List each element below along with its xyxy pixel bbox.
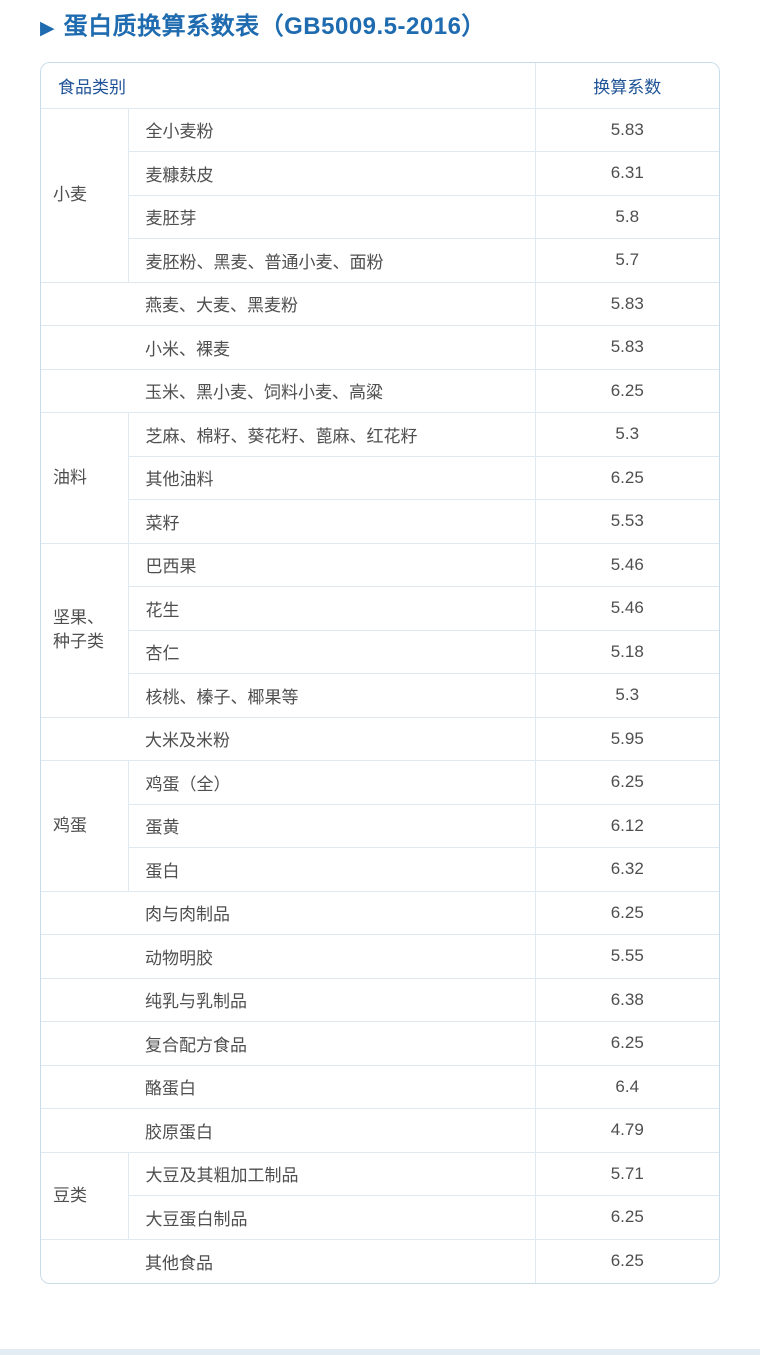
group-cell: 坚果、 种子类 (41, 543, 129, 718)
table-row: 玉米、黑小麦、饲料小麦、高粱 6.25 (41, 369, 719, 413)
table-row: 肉与肉制品 6.25 (41, 891, 719, 935)
table-row: 燕麦、大麦、黑麦粉 5.83 (41, 282, 719, 326)
bottom-strip (0, 1349, 760, 1355)
item-cell: 大米及米粉 (41, 717, 536, 761)
value-cell: 5.53 (535, 499, 719, 544)
value-cell: 6.25 (535, 369, 719, 413)
title-arrow-icon: ▶ (40, 17, 55, 39)
value-cell: 6.4 (535, 1065, 719, 1109)
group-cell: 小麦 (41, 108, 129, 283)
item-cell: 其他食品 (41, 1239, 536, 1283)
item-cell: 复合配方食品 (41, 1021, 536, 1066)
item-cell: 动物明胶 (41, 934, 536, 979)
table-row: 酪蛋白 6.4 (41, 1065, 719, 1109)
table-row: 鸡蛋 鸡蛋（全） 6.25 (41, 760, 719, 892)
item-cell: 蛋白 (128, 847, 536, 892)
item-cell: 小米、裸麦 (41, 325, 536, 370)
table-row: 蛋白 6.32 (41, 847, 719, 892)
table-row: 菜籽 5.53 (41, 499, 719, 544)
item-cell: 麦糠麸皮 (128, 151, 536, 196)
value-cell: 6.32 (535, 847, 719, 892)
group-cell: 油料 (41, 412, 129, 544)
item-cell: 酪蛋白 (41, 1065, 536, 1109)
table-body: 小麦 全小麦粉 5.83 麦糠麸皮 6.31 麦胚芽 5.8 麦胚粉、黑麦、普通小麦、面粉 5.… (41, 108, 719, 1283)
item-cell: 大豆及其粗加工制品 (128, 1152, 536, 1196)
table-row: 坚果、 种子类 巴西果 5.46 (41, 543, 719, 718)
table-row: 小米、裸麦 5.83 (41, 325, 719, 370)
value-cell: 5.3 (535, 673, 719, 718)
table-row: 纯乳与乳制品 6.38 (41, 978, 719, 1022)
item-cell: 全小麦粉 (128, 108, 536, 152)
conversion-table-container: 食品类别 换算系数 小麦 全小麦粉 5.83 麦糠麸皮 6.31 麦胚芽 5.8 麦胚粉、黑麦… (40, 62, 720, 1284)
value-cell: 5.83 (535, 108, 719, 152)
value-cell: 5.71 (535, 1152, 719, 1196)
table-row: 豆类 大豆及其粗加工制品 5.71 (41, 1152, 719, 1240)
table-header: 食品类别 换算系数 (41, 63, 719, 109)
table-row: 麦胚粉、黑麦、普通小麦、面粉 5.7 (41, 238, 719, 283)
value-cell: 6.25 (535, 760, 719, 805)
item-cell: 大豆蛋白制品 (128, 1195, 536, 1240)
table-row: 麦糠麸皮 6.31 (41, 151, 719, 196)
value-cell: 5.7 (535, 238, 719, 283)
item-cell: 巴西果 (128, 543, 536, 587)
item-cell: 菜籽 (128, 499, 536, 544)
item-cell: 玉米、黑小麦、饲料小麦、高粱 (41, 369, 536, 413)
value-cell: 6.31 (535, 151, 719, 196)
item-cell: 杏仁 (128, 630, 536, 674)
value-cell: 6.12 (535, 804, 719, 848)
item-cell: 肉与肉制品 (41, 891, 536, 935)
item-cell: 燕麦、大麦、黑麦粉 (41, 282, 536, 326)
header-coefficient: 换算系数 (535, 63, 719, 109)
value-cell: 6.25 (535, 456, 719, 500)
table-row: 大米及米粉 5.95 (41, 717, 719, 761)
value-cell: 6.25 (535, 1195, 719, 1240)
item-cell: 鸡蛋（全） (128, 760, 536, 805)
group-cell: 豆类 (41, 1152, 129, 1240)
value-cell: 5.55 (535, 934, 719, 979)
item-cell: 芝麻、棉籽、葵花籽、蓖麻、红花籽 (128, 412, 536, 457)
value-cell: 5.8 (535, 195, 719, 239)
table-row: 大豆蛋白制品 6.25 (41, 1195, 719, 1240)
item-cell: 纯乳与乳制品 (41, 978, 536, 1022)
item-cell: 其他油料 (128, 456, 536, 500)
value-cell: 5.46 (535, 543, 719, 587)
item-cell: 胶原蛋白 (41, 1108, 536, 1153)
item-cell: 麦胚粉、黑麦、普通小麦、面粉 (128, 238, 536, 283)
value-cell: 6.25 (535, 891, 719, 935)
value-cell: 5.46 (535, 586, 719, 631)
group-cell: 鸡蛋 (41, 760, 129, 892)
table-row: 油料 芝麻、棉籽、葵花籽、蓖麻、红花籽 5.3 (41, 412, 719, 544)
table-row: 核桃、榛子、椰果等 5.3 (41, 673, 719, 718)
value-cell: 6.25 (535, 1239, 719, 1283)
value-cell: 4.79 (535, 1108, 719, 1153)
table-row: 复合配方食品 6.25 (41, 1021, 719, 1066)
table-row: 其他油料 6.25 (41, 456, 719, 500)
table-row: 胶原蛋白 4.79 (41, 1108, 719, 1153)
header-food-category: 食品类别 (41, 63, 536, 109)
table-row: 小麦 全小麦粉 5.83 (41, 108, 719, 283)
page-title: ▶ 蛋白质换算系数表（GB5009.5-2016） (40, 12, 486, 42)
table-row: 花生 5.46 (41, 586, 719, 631)
item-cell: 核桃、榛子、椰果等 (128, 673, 536, 718)
table-row: 其他食品 6.25 (41, 1239, 719, 1283)
header-row: 食品类别 换算系数 (41, 63, 719, 109)
value-cell: 6.25 (535, 1021, 719, 1066)
table-row: 蛋黄 6.12 (41, 804, 719, 848)
value-cell: 5.83 (535, 282, 719, 326)
value-cell: 5.83 (535, 325, 719, 370)
table-row: 杏仁 5.18 (41, 630, 719, 674)
value-cell: 5.3 (535, 412, 719, 457)
conversion-table: 食品类别 换算系数 小麦 全小麦粉 5.83 麦糠麸皮 6.31 麦胚芽 5.8 麦胚粉、黑麦… (41, 63, 719, 1283)
item-cell: 花生 (128, 586, 536, 631)
item-cell: 蛋黄 (128, 804, 536, 848)
value-cell: 5.95 (535, 717, 719, 761)
value-cell: 5.18 (535, 630, 719, 674)
item-cell: 麦胚芽 (128, 195, 536, 239)
value-cell: 6.38 (535, 978, 719, 1022)
title-text: 蛋白质换算系数表（GB5009.5-2016） (63, 13, 486, 40)
table-row: 麦胚芽 5.8 (41, 195, 719, 239)
table-row: 动物明胶 5.55 (41, 934, 719, 979)
